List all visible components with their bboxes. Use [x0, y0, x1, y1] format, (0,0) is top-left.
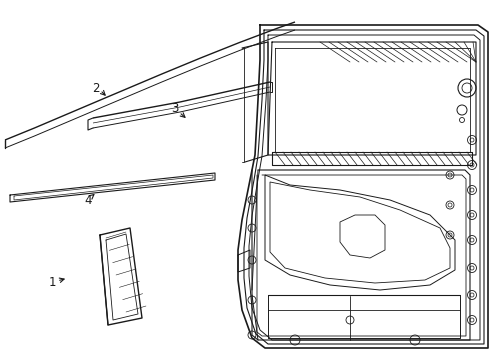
Text: 4: 4: [84, 194, 92, 207]
Text: 3: 3: [172, 102, 179, 114]
Text: 2: 2: [92, 81, 100, 94]
Text: 1: 1: [48, 276, 56, 289]
